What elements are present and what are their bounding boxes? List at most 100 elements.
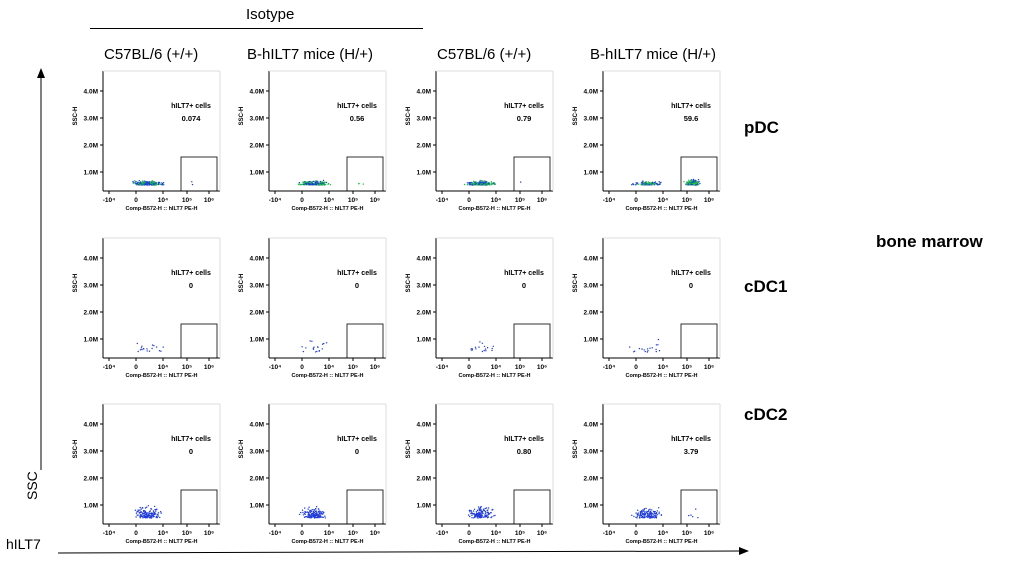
scatter-dot [475, 184, 478, 186]
x-tick-label: 10⁶ [537, 364, 547, 371]
scatter-dot [658, 183, 660, 186]
scatter-dot [650, 515, 653, 517]
scatter-dot [489, 184, 491, 186]
scatter-dot [693, 182, 696, 184]
scatter-dot [318, 508, 320, 510]
scatter-dot [132, 180, 134, 183]
scatter-dot [158, 350, 161, 352]
scatter-dot [695, 508, 697, 510]
y-tick-label: 2.0M [84, 310, 98, 317]
scatter-dot [649, 508, 651, 510]
scatter-dot [139, 349, 142, 351]
scatter-dot [490, 516, 492, 519]
scatter-dot [479, 509, 481, 512]
scatter-dot [322, 179, 325, 182]
scatter-dot [695, 184, 697, 186]
scatter-dot [639, 512, 641, 515]
panel-x-label: Comp-B572-H :: hILT7 PE-H [458, 206, 530, 212]
y-tick-label: 3.0M [84, 449, 98, 456]
scatter-dot [642, 514, 644, 516]
scatter-dot [479, 182, 481, 185]
scatter-dot [649, 511, 651, 514]
scatter-dot [152, 515, 155, 517]
x-tick-label: 10⁶ [204, 364, 214, 371]
scatter-dot [322, 516, 324, 518]
scatter-dot [481, 515, 484, 517]
scatter-dot [636, 517, 638, 519]
x-tick-label: 0 [467, 364, 471, 371]
scatter-dot [305, 347, 307, 349]
y-tick-label: 2.0M [417, 476, 431, 483]
scatter-dot [316, 513, 318, 515]
scatter-dot [308, 514, 311, 516]
scatter-dot [477, 515, 479, 517]
scatter-dot [151, 514, 154, 516]
scatter-dot [162, 182, 165, 184]
scatter-dot [520, 181, 522, 183]
scatter-dot [658, 181, 660, 183]
scatter-dot [316, 183, 319, 186]
scatter-dot [649, 347, 651, 349]
scatter-dot [478, 513, 480, 515]
scatter-dot [157, 183, 160, 186]
scatter-dot [644, 511, 646, 513]
x-tick-label: 0 [634, 530, 638, 537]
scatter-dot [312, 180, 315, 183]
scatter-dot [640, 516, 643, 519]
scatter-dot [655, 350, 657, 353]
scatter-dot [317, 181, 319, 183]
scatter-dot [466, 182, 469, 184]
scatter-dot [483, 509, 486, 512]
x-tick-label: 10⁴ [324, 197, 334, 204]
x-tick-label: 10⁶ [370, 364, 380, 371]
x-tick-label: 10⁴ [158, 530, 168, 537]
y-tick-label: 3.0M [584, 283, 598, 290]
scatter-dot [493, 515, 495, 517]
gate-box [513, 489, 551, 525]
scatter-dot [302, 181, 304, 184]
gate-label: hILT7+ cells [671, 103, 711, 110]
scatter-dot [325, 342, 328, 344]
scatter-dot [161, 184, 164, 186]
scatter-dot [485, 507, 488, 509]
scatter-dot [320, 183, 322, 186]
scatter-dot [473, 517, 475, 519]
gate-box [680, 489, 718, 525]
x-tick-label: 10⁵ [182, 197, 192, 204]
scatter-dot [146, 506, 148, 508]
x-tick-label: 10⁵ [515, 197, 525, 204]
scatter-dot [640, 182, 643, 184]
scatter-dot [142, 510, 145, 512]
scatter-dot [482, 512, 484, 515]
scatter-dot [474, 514, 476, 516]
scatter-dot [469, 515, 471, 518]
scatter-dot [645, 512, 647, 514]
scatter-dot [318, 515, 320, 517]
x-tick-label: -10⁴ [603, 530, 616, 537]
panel-r3-c4: 4.0M 3.0M 2.0M 1.0M SSC-H -10⁴ 0 10⁴ 10⁵ 10⁶ Comp-… [573, 403, 721, 545]
gate-box [180, 156, 218, 192]
scatter-dot [134, 509, 137, 511]
scatter-dot [324, 181, 326, 184]
scatter-dot [139, 181, 142, 183]
scatter-dot [489, 182, 491, 184]
scatter-dot [637, 509, 639, 511]
y-tick-label: 1.0M [417, 337, 431, 344]
scatter-dot [136, 184, 138, 186]
scatter-dot [492, 345, 494, 347]
y-tick-label: 2.0M [417, 310, 431, 317]
scatter-dot [687, 183, 689, 186]
panel-r2-c4: 4.0M 3.0M 2.0M 1.0M SSC-H -10⁴ 0 10⁴ 10⁵ 10⁶ Comp-… [573, 237, 721, 379]
scatter-dot [491, 516, 493, 518]
y-tick-label: 2.0M [250, 476, 264, 483]
scatter-dot [477, 182, 479, 184]
scatter-dot [316, 516, 319, 519]
scatter-dot [479, 515, 481, 517]
scatter-dot [140, 183, 142, 186]
scatter-dot [658, 507, 660, 509]
scatter-dot [137, 182, 140, 185]
scatter-dot [135, 512, 138, 514]
scatter-dot [490, 511, 492, 514]
scatter-dot [150, 515, 152, 517]
